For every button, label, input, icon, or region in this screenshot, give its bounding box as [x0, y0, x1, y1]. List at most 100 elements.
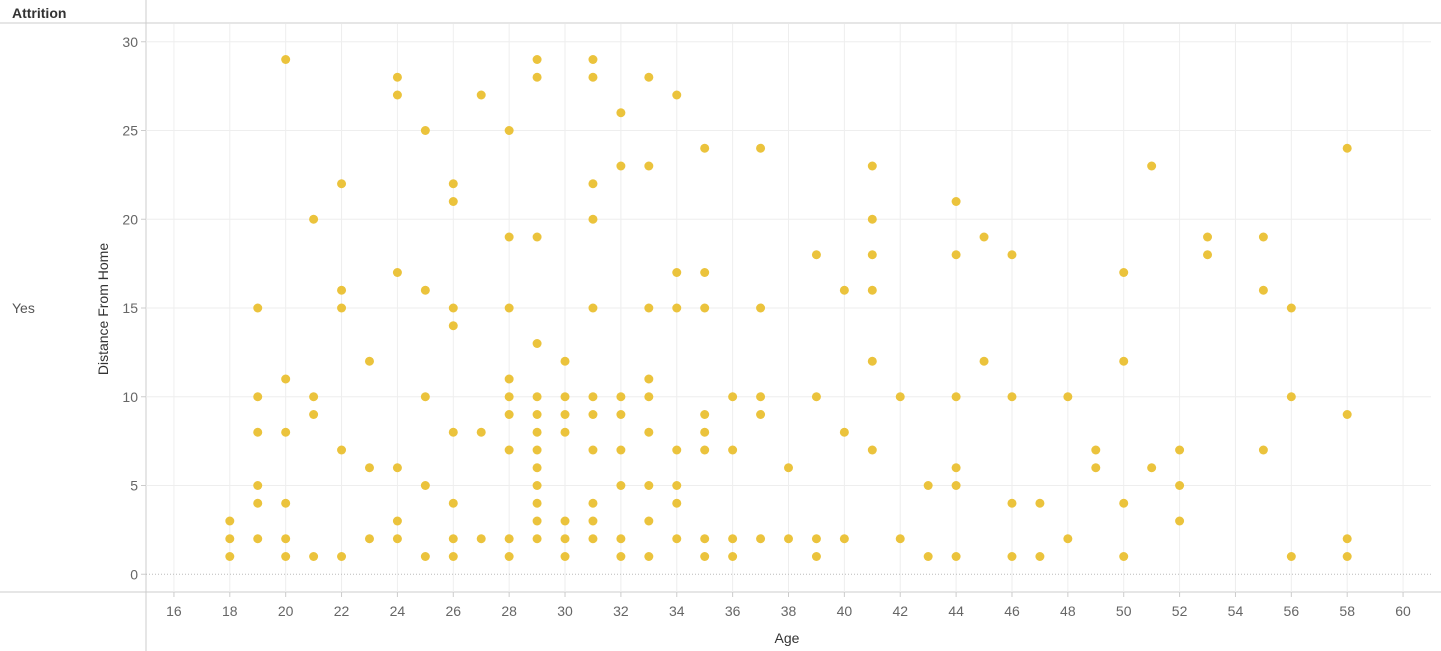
data-point[interactable]: [225, 552, 235, 561]
data-point[interactable]: [253, 498, 263, 508]
data-point[interactable]: [1007, 552, 1017, 561]
data-point[interactable]: [253, 427, 263, 437]
data-point[interactable]: [588, 445, 598, 455]
data-point[interactable]: [1119, 498, 1129, 508]
data-point[interactable]: [281, 534, 291, 544]
data-point[interactable]: [672, 534, 682, 544]
data-point[interactable]: [392, 72, 402, 82]
data-point[interactable]: [644, 481, 654, 490]
data-point[interactable]: [1175, 481, 1185, 490]
data-point[interactable]: [532, 481, 542, 490]
data-point[interactable]: [225, 516, 235, 526]
data-point[interactable]: [700, 410, 710, 419]
data-point[interactable]: [281, 427, 291, 437]
data-point[interactable]: [644, 427, 654, 437]
data-point[interactable]: [1007, 250, 1017, 260]
data-point[interactable]: [560, 552, 570, 561]
data-point[interactable]: [337, 285, 347, 295]
data-point[interactable]: [811, 392, 821, 402]
data-point[interactable]: [895, 534, 905, 544]
data-point[interactable]: [1203, 232, 1213, 242]
data-point[interactable]: [448, 427, 458, 437]
data-point[interactable]: [281, 552, 291, 561]
data-point[interactable]: [337, 179, 347, 189]
data-point[interactable]: [337, 303, 347, 313]
data-point[interactable]: [448, 498, 458, 508]
data-point[interactable]: [644, 374, 654, 384]
data-point[interactable]: [532, 392, 542, 402]
data-point[interactable]: [420, 392, 430, 402]
data-point[interactable]: [728, 445, 738, 455]
data-point[interactable]: [644, 392, 654, 402]
data-point[interactable]: [476, 534, 486, 544]
data-point[interactable]: [784, 463, 793, 473]
data-point[interactable]: [672, 303, 682, 313]
data-point[interactable]: [448, 534, 458, 544]
data-point[interactable]: [644, 303, 654, 313]
data-point[interactable]: [392, 90, 402, 100]
data-point[interactable]: [448, 179, 458, 189]
data-point[interactable]: [839, 285, 849, 295]
data-point[interactable]: [337, 445, 347, 455]
data-point[interactable]: [532, 463, 542, 473]
data-point[interactable]: [895, 392, 905, 402]
data-point[interactable]: [588, 410, 598, 419]
data-point[interactable]: [364, 356, 374, 366]
data-point[interactable]: [364, 463, 374, 473]
data-point[interactable]: [1119, 552, 1129, 561]
data-point[interactable]: [923, 481, 933, 490]
data-point[interactable]: [420, 481, 430, 490]
data-point[interactable]: [672, 481, 682, 490]
data-point[interactable]: [1286, 303, 1296, 313]
data-point[interactable]: [867, 445, 877, 455]
data-point[interactable]: [616, 481, 626, 490]
data-point[interactable]: [1175, 516, 1185, 526]
data-point[interactable]: [253, 392, 263, 402]
data-point[interactable]: [867, 250, 877, 260]
data-point[interactable]: [560, 534, 570, 544]
data-point[interactable]: [672, 498, 682, 508]
data-point[interactable]: [616, 161, 626, 171]
data-point[interactable]: [1147, 161, 1157, 171]
data-point[interactable]: [951, 197, 961, 206]
data-point[interactable]: [1342, 143, 1352, 153]
data-point[interactable]: [1063, 534, 1073, 544]
data-point[interactable]: [867, 161, 877, 171]
data-point[interactable]: [392, 463, 402, 473]
data-point[interactable]: [811, 250, 821, 260]
data-point[interactable]: [504, 392, 514, 402]
data-point[interactable]: [588, 498, 598, 508]
data-point[interactable]: [1091, 463, 1101, 473]
data-point[interactable]: [644, 161, 654, 171]
data-point[interactable]: [560, 410, 570, 419]
data-point[interactable]: [644, 72, 654, 82]
data-point[interactable]: [532, 72, 542, 82]
data-point[interactable]: [839, 427, 849, 437]
data-point[interactable]: [951, 481, 961, 490]
data-point[interactable]: [532, 55, 542, 64]
data-point[interactable]: [253, 303, 263, 313]
data-point[interactable]: [588, 214, 598, 224]
data-point[interactable]: [756, 392, 766, 402]
data-point[interactable]: [476, 427, 486, 437]
data-point[interactable]: [225, 534, 235, 544]
data-point[interactable]: [532, 232, 542, 242]
data-point[interactable]: [811, 552, 821, 561]
data-point[interactable]: [504, 552, 514, 561]
data-point[interactable]: [1342, 410, 1352, 419]
data-point[interactable]: [253, 534, 263, 544]
data-point[interactable]: [588, 72, 598, 82]
data-point[interactable]: [1258, 232, 1268, 242]
data-point[interactable]: [253, 481, 263, 490]
data-point[interactable]: [1119, 356, 1129, 366]
data-point[interactable]: [504, 410, 514, 419]
data-point[interactable]: [700, 534, 710, 544]
data-point[interactable]: [951, 250, 961, 260]
data-point[interactable]: [979, 232, 989, 242]
data-point[interactable]: [281, 55, 291, 64]
data-point[interactable]: [560, 356, 570, 366]
data-point[interactable]: [588, 55, 598, 64]
data-point[interactable]: [448, 303, 458, 313]
data-point[interactable]: [1342, 552, 1352, 561]
data-point[interactable]: [951, 392, 961, 402]
